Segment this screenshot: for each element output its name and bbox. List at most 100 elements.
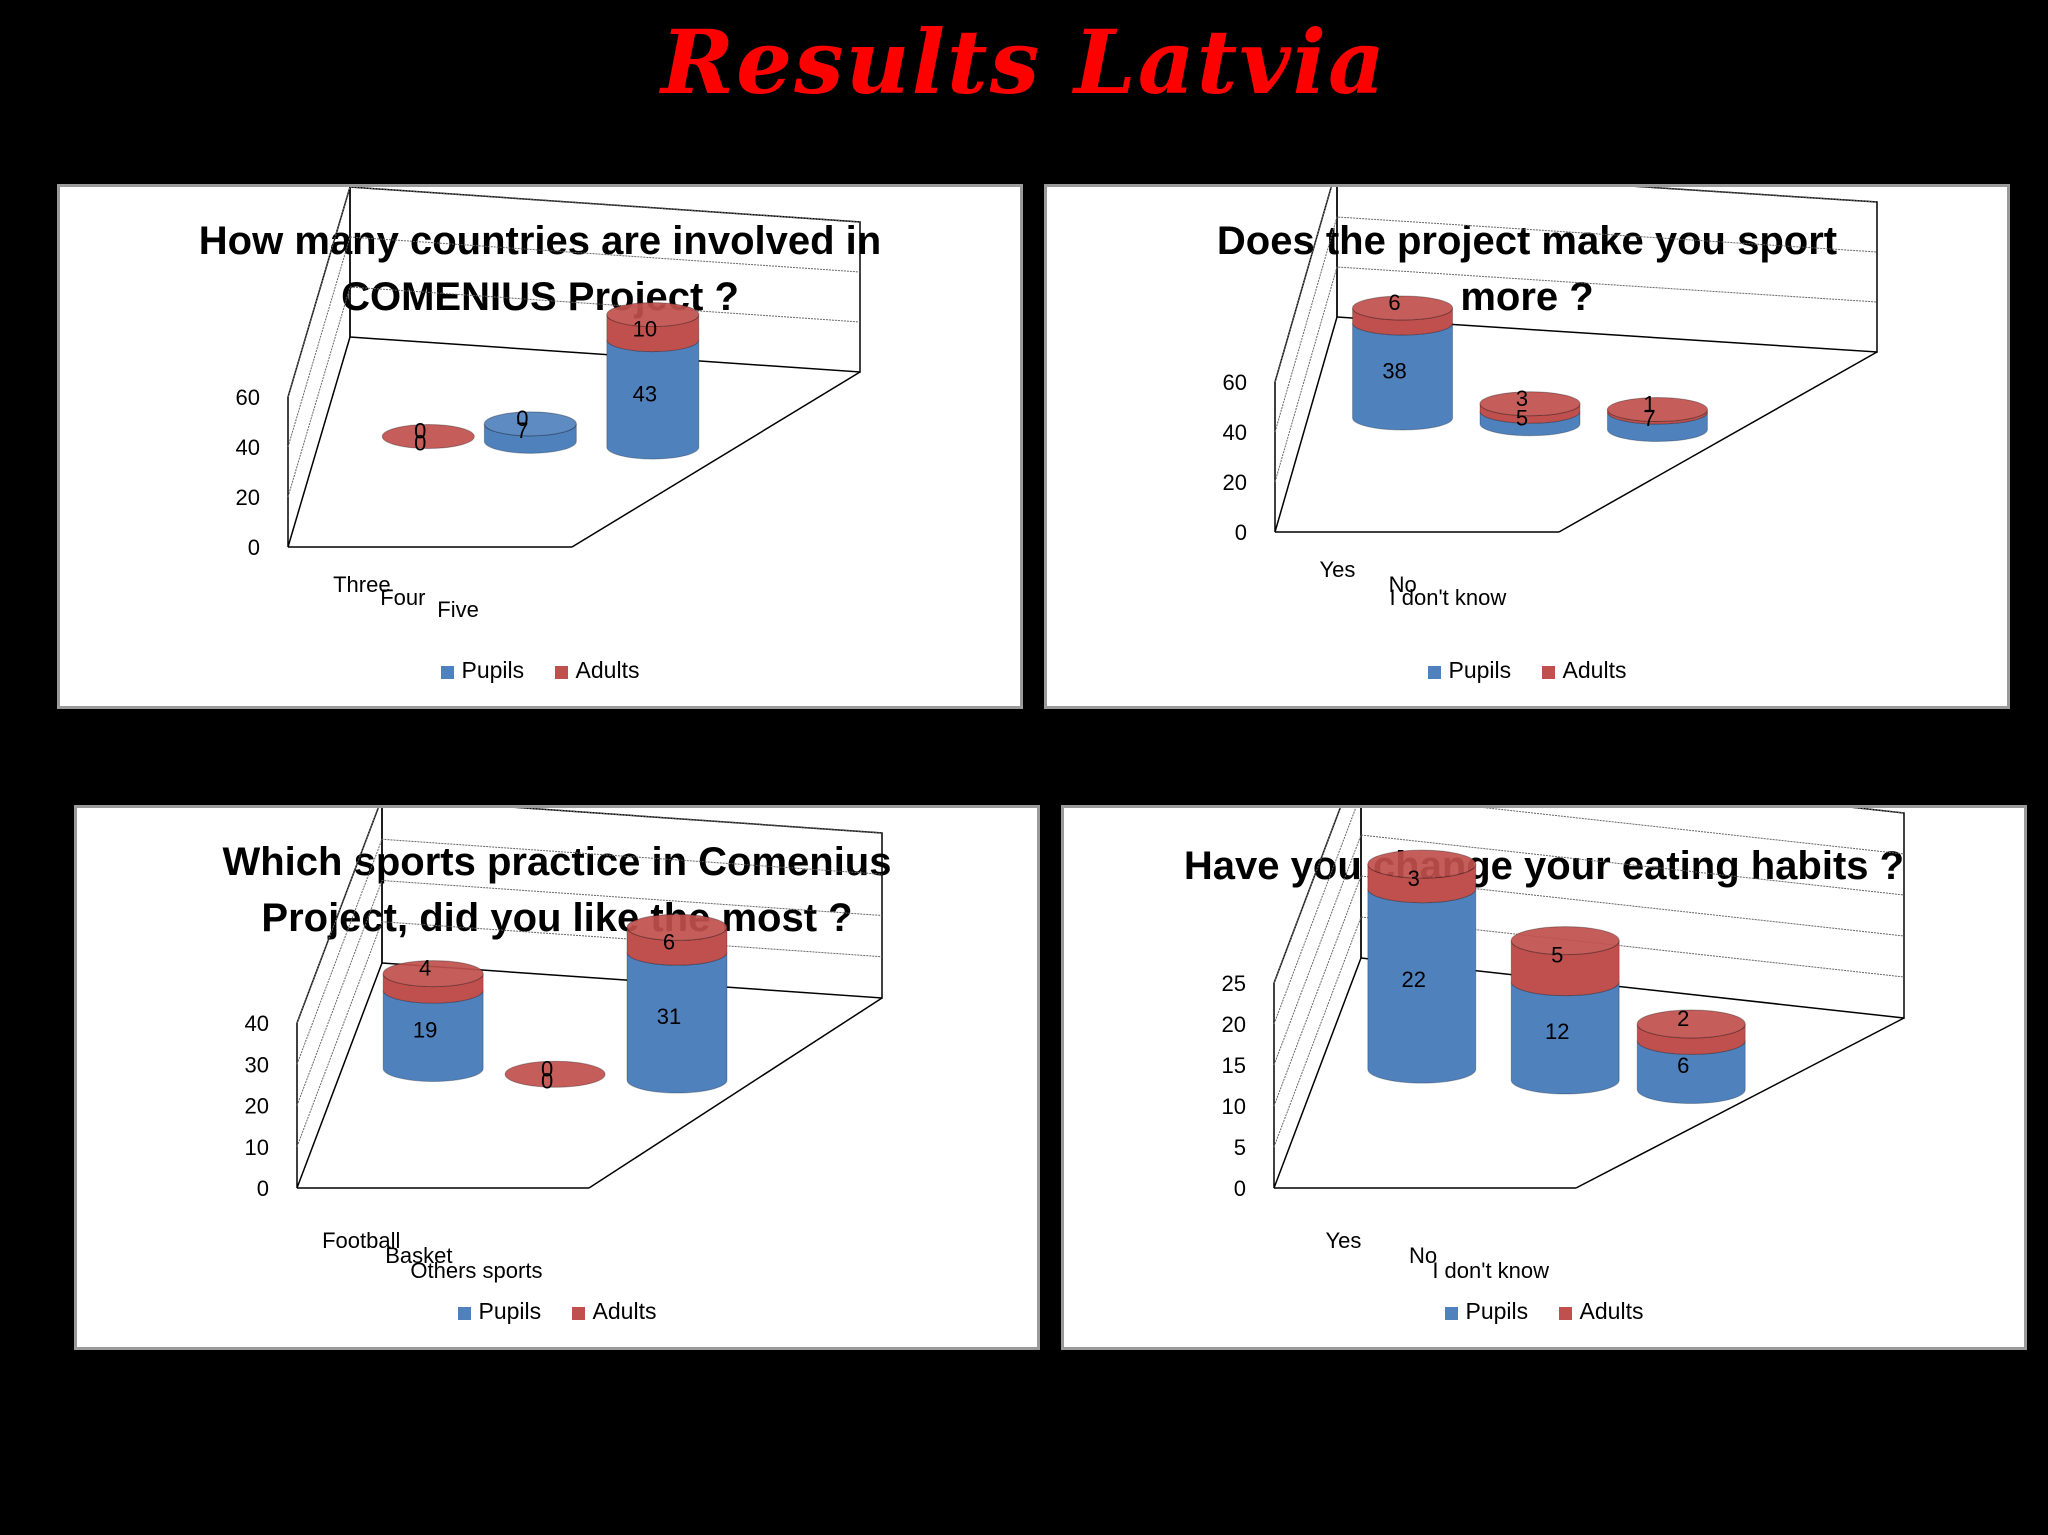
gridline (1273, 834, 1905, 1066)
side-wall (296, 808, 383, 1189)
data-label-adults: 1 (1643, 392, 1655, 417)
gridline (287, 187, 861, 398)
bar-top-cap (381, 424, 475, 450)
legend-item-adults: Adults (1541, 657, 1626, 683)
data-label-adults: 0 (414, 419, 426, 444)
gridline (296, 808, 883, 1024)
chart-legend: Pupils Adults (1047, 657, 2007, 684)
data-label-adults: 2 (1677, 1006, 1689, 1031)
y-tick-label: 25 (1222, 971, 1246, 996)
bar-top-cap (1479, 391, 1581, 417)
y-tick-label: 20 (1223, 470, 1247, 495)
bar-top-cap (1636, 1009, 1746, 1039)
legend-item-pupils: Pupils (1427, 657, 1511, 683)
gridline (296, 879, 883, 1106)
legend-swatch-adults (571, 1307, 585, 1320)
gridline (1273, 875, 1905, 1107)
y-tick-label: 0 (1235, 520, 1247, 545)
y-tick-label: 40 (1223, 420, 1247, 445)
y-tick-label: 10 (245, 1135, 269, 1160)
back-wall (349, 187, 861, 373)
gridline (1273, 808, 1905, 1025)
data-label-adults: 3 (1408, 866, 1420, 891)
chart-bars: 22 3 Yes 12 5 No 6 2 I don't know (1326, 849, 1746, 1283)
data-label-adults: 0 (541, 1056, 553, 1081)
data-label-pupils: 6 (1677, 1053, 1689, 1078)
legend-item-pupils: Pupils (440, 657, 524, 683)
floor-right-edge (571, 371, 861, 548)
y-tick-label: 10 (1222, 1094, 1246, 1119)
bar-pupils (382, 990, 484, 1082)
bar-top-cap (626, 913, 728, 941)
gridline (1273, 916, 1905, 1148)
bar-pupils (1479, 411, 1581, 437)
legend-item-adults: Adults (571, 1298, 656, 1324)
chart-legend: Pupils Adults (77, 1298, 1037, 1325)
data-label-pupils: 0 (541, 1068, 553, 1093)
legend-swatch-adults (1558, 1307, 1572, 1320)
chart-bars: 19 4 Football 00 Basket 31 6 Others sports (322, 913, 728, 1283)
bar-top-cap (382, 960, 484, 988)
data-label-pupils: 19 (413, 1017, 437, 1042)
legend-item-pupils: Pupils (1444, 1298, 1528, 1324)
bar-top-cap (483, 411, 577, 437)
x-category-label: Yes (1326, 1228, 1362, 1253)
bar-top-cap (1510, 926, 1620, 956)
bar-top-cap (1367, 849, 1477, 879)
chart-3d-axes: 0 20 40 60 (1223, 187, 1878, 545)
chart-panel-eating-habits: Have you change your eating habits ? 0 5 1… (1061, 805, 2027, 1350)
legend-swatch-adults (1541, 666, 1555, 679)
data-label-adults: 3 (1516, 386, 1528, 411)
y-tick-label: 0 (257, 1176, 269, 1201)
data-label-pupils: 22 (1402, 967, 1426, 992)
chart-panel-countries: How many countries are involved in COMEN… (57, 184, 1023, 709)
legend-item-pupils: Pupils (457, 1298, 541, 1324)
data-label-pupils: 12 (1545, 1019, 1569, 1044)
data-label-pupils: 43 (633, 381, 657, 406)
x-category-label: I don't know (1390, 585, 1507, 610)
gridline (1273, 808, 1905, 984)
data-label-pupils: 0 (414, 431, 426, 456)
bar-top-cap (504, 1060, 606, 1088)
x-category-label: Three (333, 572, 390, 597)
y-tick-label: 15 (1222, 1053, 1246, 1078)
chart-3d-axes: 0 20 40 60 (236, 187, 861, 560)
x-category-label: Others sports (410, 1258, 542, 1283)
y-tick-label: 20 (245, 1094, 269, 1119)
page-title: Results Latvia (660, 10, 1388, 114)
floor-right-edge (1575, 1017, 1905, 1189)
y-tick-label: 20 (1222, 1012, 1246, 1037)
x-category-label: I don't know (1432, 1258, 1549, 1283)
y-tick-label: 60 (236, 385, 260, 410)
legend-item-adults: Adults (1558, 1298, 1643, 1324)
data-label-adults: 6 (663, 929, 675, 954)
floor-right-edge (1558, 351, 1878, 533)
bar-pupils (626, 952, 728, 1094)
legend-item-adults: Adults (554, 657, 639, 683)
gridline (287, 236, 861, 448)
data-label-adults: 4 (419, 956, 431, 981)
x-category-label: Yes (1320, 557, 1356, 582)
x-category-label: No (1409, 1243, 1437, 1268)
chart-panel-sport-more: Does the project make you sport more ? 0… (1044, 184, 2010, 709)
bar-top-cap (606, 302, 700, 328)
side-wall (1273, 808, 1362, 1189)
chart-bars: 38 6 Yes 53 No 71 I don't know (1320, 290, 1708, 610)
legend-swatch-pupils (457, 1307, 471, 1320)
y-tick-label: 60 (1223, 370, 1247, 395)
data-label-pupils: 38 (1382, 358, 1406, 383)
chart-legend: Pupils Adults (60, 657, 1020, 684)
side-wall (1274, 187, 1338, 533)
x-category-label: Four (380, 585, 425, 610)
chart-plot: 0 20 40 60 38 6 Yes 53 No 71 I don't know (1223, 187, 1878, 610)
data-label-adults: 10 (633, 317, 657, 342)
legend-swatch-pupils (440, 666, 454, 679)
legend-swatch-adults (554, 666, 568, 679)
chart-title: Have you change your eating habits ? (1183, 844, 1905, 888)
gridline (1274, 266, 1878, 483)
y-tick-label: 30 (245, 1052, 269, 1077)
gridline (1274, 216, 1878, 433)
data-label-pupils: 7 (516, 418, 528, 443)
